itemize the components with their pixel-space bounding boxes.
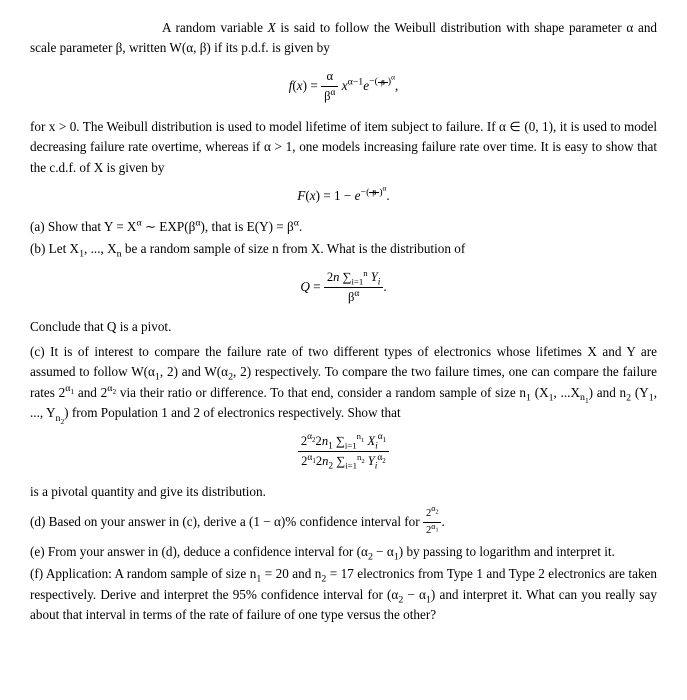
item-b: (b) Let X1, ..., Xn be a random sample o… bbox=[30, 239, 657, 259]
pivotal-text: is a pivotal quantity and give its distr… bbox=[30, 482, 657, 502]
intro-paragraph: A random variable X is said to follow th… bbox=[30, 18, 657, 59]
equation-cdf: F(x) = 1 − e−(xβ)α. bbox=[30, 186, 657, 206]
conclude-pivot: Conclude that Q is a pivot. bbox=[30, 317, 657, 337]
document-page: A random variable X is said to follow th… bbox=[0, 0, 687, 700]
item-e: (e) From your answer in (d), deduce a co… bbox=[30, 542, 657, 562]
var-X: X bbox=[268, 20, 276, 35]
para-cdf-intro: for x > 0. The Weibull distribution is u… bbox=[30, 117, 657, 178]
item-a: (a) Show that Y = Xα ∼ EXP(βα), that is … bbox=[30, 217, 657, 237]
item-c: (c) It is of interest to compare the fai… bbox=[30, 342, 657, 424]
equation-ratio: 2α22n1 ∑i=1n1 Xiα12α12n2 ∑i=1n2 Yiα2 bbox=[30, 432, 657, 472]
item-d: (d) Based on your answer in (c), derive … bbox=[30, 506, 657, 540]
equation-Q: Q = 2n ∑i=1n Yiβα. bbox=[30, 268, 657, 308]
item-f: (f) Application: A random sample of size… bbox=[30, 564, 657, 625]
equation-pdf: f(x) = αβα xα−1e−(xβ)α, bbox=[30, 67, 657, 107]
intro-lead: A random variable bbox=[162, 20, 268, 35]
intro-rest: is said to follow the Weibull distributi… bbox=[30, 20, 657, 55]
